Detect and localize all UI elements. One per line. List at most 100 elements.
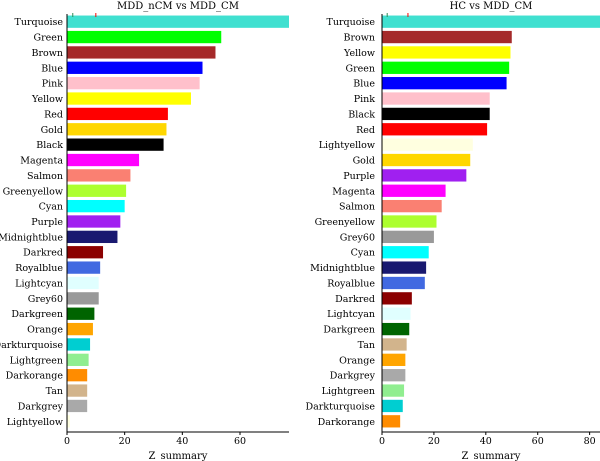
category-label: Pink	[354, 94, 376, 105]
category-label: Yellow	[343, 48, 375, 59]
bar-turquoise	[67, 15, 289, 28]
category-label: Gold	[353, 156, 375, 167]
category-label: Orange	[339, 355, 375, 366]
bar-pink	[67, 77, 200, 90]
category-label: Salmon	[27, 171, 63, 182]
category-label: Darkgrey	[18, 401, 64, 412]
chart-title: HC vs MDD_CM	[450, 1, 533, 12]
bar-gold	[67, 123, 167, 136]
category-label: Midnightblue	[0, 232, 63, 243]
bar-black	[382, 107, 490, 121]
x-tick-label: 0	[64, 436, 70, 447]
chart-panel-2: HC vs MDD_CM Turquoise Brown Yellow Green Blu…	[305, 1, 600, 461]
bar-grey60	[382, 230, 434, 244]
bar-tan	[67, 384, 88, 397]
bar-lightyellow	[67, 415, 70, 428]
bar-brown	[382, 30, 512, 44]
bar-purple	[382, 169, 467, 182]
category-label: Green	[34, 33, 64, 44]
bar-pink	[382, 92, 490, 105]
category-label: Pink	[42, 79, 64, 90]
category-label: Blue	[41, 63, 63, 74]
category-label: Yellow	[31, 94, 63, 105]
bar-lightcyan	[382, 307, 411, 320]
bar-lightgreen	[382, 384, 405, 397]
category-label: Tan	[358, 340, 375, 351]
bar-brown	[67, 46, 216, 59]
x-tick-label: 20	[119, 436, 131, 447]
category-label: Greenyellow	[3, 186, 63, 197]
bar-orange	[382, 353, 406, 366]
bar-darkgreen	[382, 322, 410, 336]
bar-yellow	[382, 46, 511, 59]
bar-red	[67, 107, 168, 121]
x-tick-label: 0	[379, 436, 385, 447]
bar-royalblue	[67, 261, 101, 274]
chart-panel-1: MDD_nCM vs MDD_CM Turquoise Green Brown Blue…	[0, 1, 289, 461]
bar-green	[67, 30, 222, 44]
bar-darkred	[67, 246, 104, 259]
category-label: Orange	[27, 325, 63, 336]
x-tick-label: 40	[480, 436, 492, 447]
bar-yellow	[67, 92, 191, 105]
category-label: Cyan	[351, 248, 375, 259]
bar-green	[382, 61, 510, 74]
bar-salmon	[382, 199, 442, 213]
bar-cyan	[67, 199, 125, 213]
category-label: Red	[44, 109, 63, 120]
category-label: Grey60	[28, 294, 63, 305]
bar-tan	[382, 338, 407, 351]
category-label: Greenyellow	[315, 217, 375, 228]
category-label: Brown	[344, 33, 376, 44]
category-label: Turquoise	[15, 17, 64, 28]
bar-blue	[382, 77, 507, 90]
bar-magenta	[67, 153, 140, 167]
category-label: Salmon	[339, 202, 375, 213]
category-label: Black	[348, 109, 375, 120]
bar-darkturquoise	[382, 399, 403, 413]
category-label: Darkgreen	[11, 309, 63, 320]
category-label: Darkorange	[6, 371, 64, 382]
category-label: Magenta	[20, 156, 63, 167]
bar-midnightblue	[67, 230, 118, 244]
x-tick-label: 80	[584, 436, 596, 447]
category-label: Purple	[31, 217, 63, 228]
category-label: Lightgreen	[10, 355, 63, 366]
category-label: Grey60	[340, 232, 375, 243]
bar-magenta	[382, 184, 446, 197]
bar-darkorange	[382, 415, 401, 428]
bar-midnightblue	[382, 261, 427, 274]
bar-purple	[67, 215, 121, 228]
bar-darkturquoise	[67, 338, 91, 351]
category-label: Royalblue	[327, 278, 375, 289]
bar-orange	[67, 322, 93, 336]
bar-turquoise	[382, 15, 600, 28]
category-label: Lightgreen	[322, 386, 375, 397]
bar-lightgreen	[67, 353, 89, 366]
x-tick-label: 60	[532, 436, 544, 447]
category-label: Lightyellow	[7, 417, 63, 428]
category-label: Turquoise	[327, 17, 376, 28]
bar-greenyellow	[67, 184, 127, 197]
bar-lightcyan	[67, 276, 99, 290]
bar-lightyellow	[382, 138, 473, 151]
category-label: Lightcyan	[15, 278, 63, 289]
x-tick-label: 40	[176, 436, 188, 447]
category-label: Darkorange	[318, 417, 376, 428]
category-label: Darkturquoise	[305, 401, 375, 412]
bar-darkred	[382, 292, 412, 305]
category-label: Magenta	[332, 186, 375, 197]
bar-black	[67, 138, 164, 151]
category-label: Brown	[32, 48, 64, 59]
category-label: Darkgrey	[330, 371, 376, 382]
category-label: Midnightblue	[310, 263, 375, 274]
category-label: Royalblue	[15, 263, 63, 274]
bar-royalblue	[382, 276, 425, 290]
category-label: Red	[356, 125, 375, 136]
bar-gold	[382, 153, 471, 167]
bar-blue	[67, 61, 203, 74]
category-label: Lightyellow	[319, 140, 375, 151]
category-label: Tan	[46, 386, 63, 397]
x-axis-label: Z_summary	[462, 451, 521, 461]
